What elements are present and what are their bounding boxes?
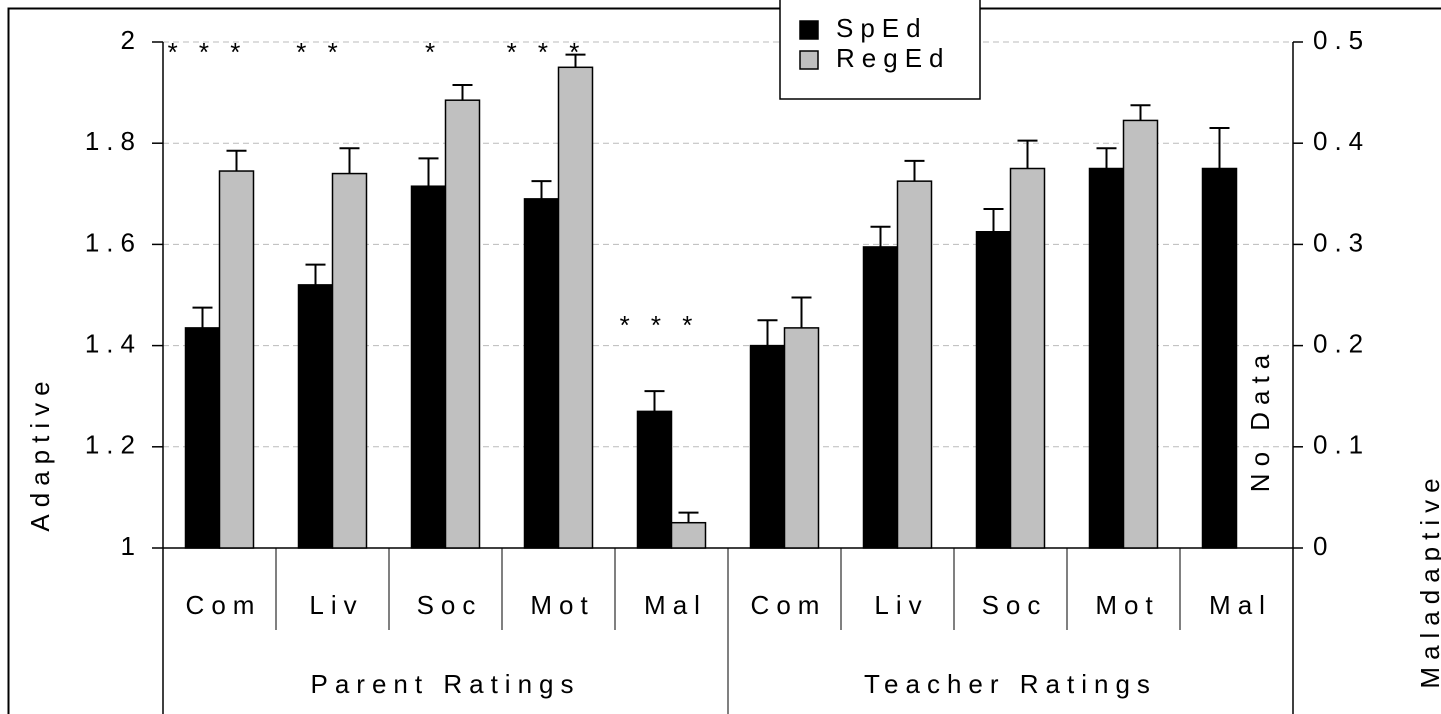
y2-tick-label: 0: [1313, 531, 1334, 561]
y2-tick-label: 0.2: [1313, 328, 1370, 358]
legend-box: [779, 0, 981, 100]
y2-tick-label: 0.4: [1313, 126, 1370, 156]
error-bar: [1017, 139, 1038, 169]
bar: [783, 327, 820, 549]
bar: [975, 231, 1012, 549]
error-bar: [644, 390, 665, 412]
error-bar: [531, 180, 552, 199]
no-data-label: No Data: [1245, 348, 1275, 492]
y-tick-label: 1.2: [85, 430, 142, 460]
error-bar: [418, 157, 439, 187]
x-tick-label: Liv: [309, 590, 363, 620]
y-axis-label: Adaptive: [25, 374, 55, 531]
error-bar: [339, 147, 360, 174]
error-bar: [305, 263, 326, 285]
error-bar: [1209, 127, 1230, 169]
significance-label: * * *: [168, 37, 248, 67]
bar: [331, 172, 368, 549]
y-tick-label: 1.8: [85, 126, 142, 156]
bar: [1088, 167, 1125, 549]
error-bar: [226, 149, 247, 172]
bar: [184, 327, 221, 549]
error-bar: [1130, 104, 1151, 121]
bar: [749, 344, 786, 549]
bar: [557, 66, 594, 549]
group-label: Parent Ratings: [311, 669, 581, 699]
significance-label: * * *: [507, 37, 587, 67]
y2-tick-label: 0.1: [1313, 430, 1370, 460]
bar: [410, 185, 447, 549]
x-tick-label: Soc: [417, 590, 483, 620]
bar: [896, 180, 933, 549]
error-bar: [870, 225, 891, 247]
bar: [218, 170, 255, 549]
error-bar: [983, 207, 1004, 232]
error-bar: [904, 159, 925, 182]
x-tick-label: Mot: [1095, 590, 1159, 620]
y-tick-label: 1.6: [85, 227, 142, 257]
significance-label: * *: [296, 37, 344, 67]
x-tick-label: Com: [186, 590, 262, 620]
bar: [444, 99, 481, 549]
bar: [1009, 167, 1046, 549]
y2-tick-label: 0.5: [1313, 25, 1370, 55]
x-tick-label: Mal: [644, 590, 707, 620]
significance-label: *: [425, 37, 442, 67]
error-bar: [1096, 147, 1117, 169]
legend-label: RegEd: [836, 43, 951, 73]
error-bar: [452, 84, 473, 101]
y-tick-label: 1.4: [85, 328, 142, 358]
error-bar: [757, 319, 778, 346]
bar: [636, 410, 673, 549]
bar: [1201, 167, 1238, 549]
bar: [862, 246, 899, 549]
bar: [523, 198, 560, 549]
x-tick-label: Soc: [982, 590, 1048, 620]
x-tick-label: Mal: [1209, 590, 1272, 620]
bar: [297, 284, 334, 549]
frame: [7, 7, 1441, 714]
y-tick-label: 2: [121, 25, 142, 55]
y-tick-label: 1: [121, 531, 142, 561]
x-tick-label: Com: [751, 590, 827, 620]
group-label: Teacher Ratings: [864, 669, 1157, 699]
y2-axis-label: Maladaptive: [1415, 471, 1441, 688]
error-bar: [791, 296, 812, 328]
bar: [1122, 119, 1159, 549]
error-bar: [192, 306, 213, 328]
error-bar: [678, 511, 699, 523]
error-bar: [565, 53, 586, 68]
bar: [670, 521, 707, 549]
significance-label: * * *: [620, 310, 700, 340]
legend-swatch: [799, 20, 819, 40]
legend-label: SpEd: [836, 13, 928, 43]
legend-swatch: [799, 50, 819, 70]
x-tick-label: Liv: [874, 590, 928, 620]
y2-tick-label: 0.3: [1313, 227, 1370, 257]
x-tick-label: Mot: [530, 590, 594, 620]
